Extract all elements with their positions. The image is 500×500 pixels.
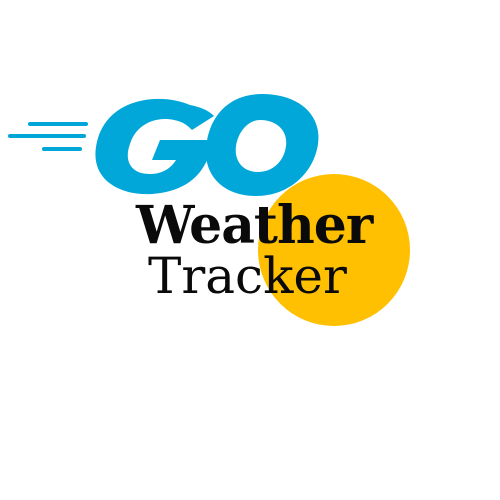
sun-icon	[258, 174, 410, 326]
go-letter-g	[95, 98, 214, 195]
title-line-2: Tracker	[148, 247, 347, 305]
title-line-1: Weather	[136, 195, 373, 256]
go-letter-o	[205, 94, 319, 196]
go-logo-mark	[95, 94, 319, 196]
speed-lines-icon	[8, 122, 88, 151]
